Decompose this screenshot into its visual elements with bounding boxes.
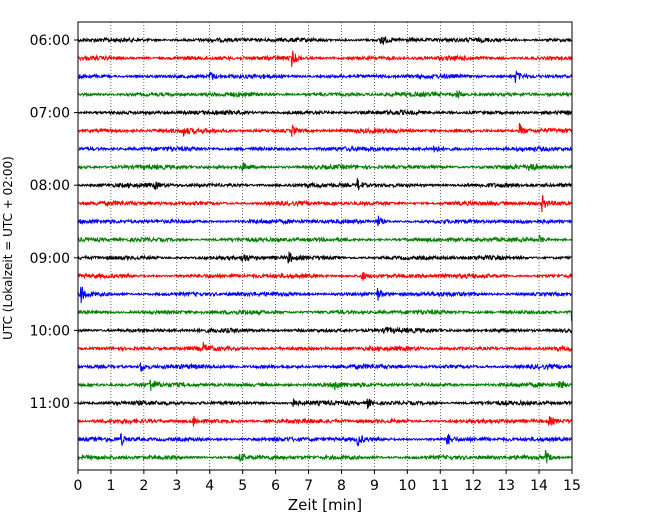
y-axis-ticks: 06:00 07:00 08:00 09:00 10:00 11:00	[30, 33, 78, 412]
trace-06:45	[77, 90, 573, 99]
trace-07:15	[77, 122, 573, 137]
x-tick-label-11: 11	[431, 478, 449, 494]
x-tick-label-1: 1	[106, 478, 115, 494]
y-tick-label-08:00: 08:00	[30, 178, 70, 194]
trace-07:45	[77, 162, 573, 172]
y-tick-label-06:00: 06:00	[30, 33, 70, 49]
trace-08:00	[77, 178, 573, 191]
seismic-traces	[77, 36, 573, 464]
trace-09:45	[77, 308, 573, 321]
x-tick-label-2: 2	[139, 478, 148, 494]
y-axis-label: UTC (Lokalzeit = UTC + 02:00)	[1, 156, 15, 340]
x-tick-label-9: 9	[370, 478, 379, 494]
x-tick-label-6: 6	[271, 478, 280, 494]
y-tick-label-07:00: 07:00	[30, 106, 70, 122]
trace-07:00	[77, 108, 573, 117]
y-tick-label-09:00: 09:00	[30, 251, 70, 267]
x-tick-label-12: 12	[464, 478, 482, 494]
trace-11:00	[77, 397, 573, 409]
trace-10:15	[77, 341, 573, 353]
y-tick-label-10:00: 10:00	[30, 323, 70, 339]
trace-08:30	[77, 215, 573, 227]
x-tick-label-5: 5	[238, 478, 247, 494]
trace-06:15	[77, 50, 573, 68]
trace-11:45	[77, 449, 573, 464]
x-tick-label-4: 4	[205, 478, 214, 494]
trace-10:45	[77, 379, 573, 392]
y-tick-label-11:00: 11:00	[30, 396, 70, 412]
trace-09:30	[77, 286, 573, 304]
x-tick-label-8: 8	[337, 478, 346, 494]
x-tick-label-7: 7	[304, 478, 313, 494]
trace-09:00	[77, 251, 573, 264]
x-tick-label-15: 15	[563, 478, 581, 494]
trace-10:00	[77, 326, 573, 335]
trace-06:00	[77, 36, 573, 45]
x-tick-label-13: 13	[497, 478, 515, 494]
trace-07:30	[77, 144, 573, 153]
trace-06:30	[77, 70, 573, 84]
trace-08:45	[77, 234, 573, 244]
x-axis-label: Zeit [min]	[288, 496, 362, 514]
plot-frame	[77, 21, 573, 471]
trace-09:15	[77, 271, 573, 281]
x-axis-ticks: 0 1 2 3 4 5 6 7 8 9 10 11 12 13 14 15	[74, 470, 581, 494]
trace-10:30	[77, 362, 573, 372]
trace-11:15	[77, 416, 573, 427]
x-tick-label-14: 14	[530, 478, 548, 494]
x-tick-label-10: 10	[398, 478, 416, 494]
x-tick-label-0: 0	[74, 478, 83, 494]
x-tick-label-3: 3	[172, 478, 181, 494]
trace-11:30	[77, 432, 573, 447]
trace-08:15	[77, 194, 573, 213]
